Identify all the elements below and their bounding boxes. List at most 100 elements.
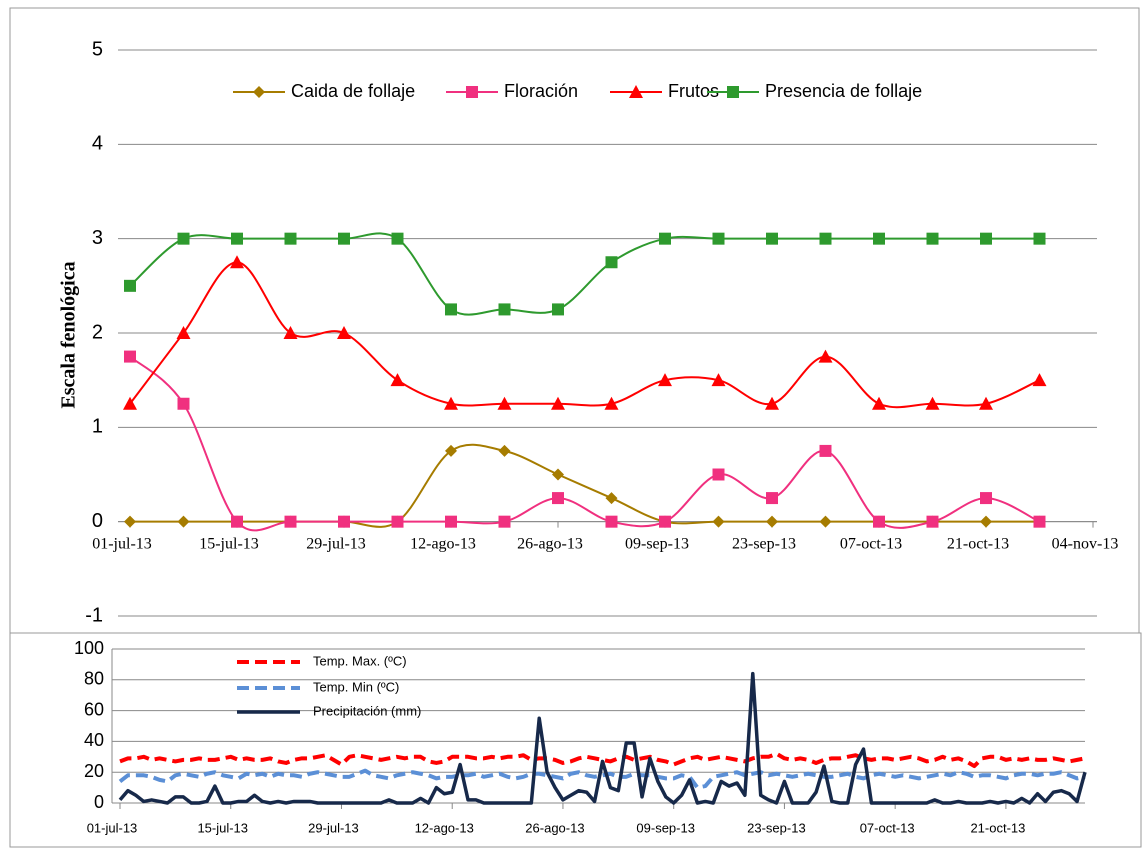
- data-marker: [124, 279, 136, 292]
- x-tick-label: 09-sep-13: [625, 536, 689, 553]
- data-marker: [818, 349, 833, 363]
- series-line: [129, 261, 1040, 409]
- series-line: [118, 768, 1086, 790]
- series-line: [119, 751, 1086, 769]
- data-marker: [124, 350, 136, 363]
- data-marker: [712, 468, 725, 481]
- data-marker: [177, 232, 190, 245]
- legend-marker: [727, 86, 739, 98]
- data-marker: [766, 492, 778, 505]
- data-marker: [766, 515, 778, 528]
- bottom-panel-frame: [9, 632, 1142, 848]
- x-tick-label: 23-sep-13: [747, 820, 806, 835]
- data-marker: [391, 232, 404, 245]
- data-marker: [980, 232, 992, 245]
- data-marker: [873, 232, 885, 245]
- y-tick-label: 80: [84, 669, 104, 689]
- x-tick-label: 01-jul-13: [92, 536, 152, 553]
- y-tick-label: 5: [92, 38, 103, 60]
- x-tick-label: 26-ago-13: [517, 536, 583, 553]
- data-marker: [926, 515, 939, 528]
- legend-label: Temp. Min (ºC): [313, 679, 399, 694]
- y-tick-label: 20: [84, 761, 104, 781]
- data-marker: [605, 515, 618, 528]
- data-marker: [284, 232, 297, 245]
- data-marker: [1033, 232, 1046, 245]
- data-marker: [712, 232, 725, 245]
- y-tick-label: 40: [84, 730, 104, 750]
- data-marker: [445, 303, 457, 316]
- series-line: [118, 671, 1087, 805]
- data-marker: [231, 515, 243, 528]
- legend-label: Frutos: [668, 81, 719, 101]
- data-marker: [445, 515, 457, 528]
- data-marker: [926, 232, 939, 245]
- data-marker: [391, 515, 404, 528]
- data-marker: [552, 303, 564, 316]
- y-tick-label: 0: [92, 510, 103, 532]
- legend-label: Floración: [504, 81, 578, 101]
- data-marker: [284, 515, 297, 528]
- data-marker: [283, 326, 298, 339]
- y-tick-label: 3: [92, 227, 103, 249]
- data-marker: [819, 444, 832, 457]
- x-tick-label: 09-sep-13: [636, 820, 695, 835]
- x-tick-label: 15-jul-13: [199, 536, 259, 553]
- data-marker: [766, 232, 778, 245]
- x-tick-label: 15-jul-13: [197, 820, 248, 835]
- legend-label: Temp. Max. (ºC): [313, 653, 407, 668]
- x-tick-label: 04-nov-13: [1052, 536, 1119, 553]
- legend-label: Precipitación (mm): [313, 703, 421, 718]
- data-marker: [659, 232, 671, 245]
- y-tick-label: 100: [74, 638, 104, 658]
- data-marker: [444, 396, 458, 410]
- data-marker: [819, 232, 832, 245]
- data-marker: [445, 444, 457, 457]
- x-tick-label: 29-jul-13: [308, 820, 359, 835]
- x-tick-label: 21-oct-13: [947, 536, 1009, 553]
- data-marker: [979, 396, 993, 410]
- y-tick-label: 0: [94, 792, 104, 812]
- x-tick-label: 07-oct-13: [860, 820, 915, 835]
- data-marker: [498, 444, 511, 457]
- data-marker: [605, 492, 618, 505]
- data-marker: [873, 515, 885, 528]
- data-marker: [712, 515, 725, 528]
- data-marker: [605, 256, 618, 269]
- data-marker: [1032, 373, 1047, 387]
- y-tick-label: 1: [92, 416, 103, 438]
- data-marker: [231, 232, 243, 245]
- data-marker: [1033, 515, 1046, 528]
- data-marker: [659, 515, 671, 528]
- data-marker: [177, 515, 190, 528]
- data-marker: [552, 468, 564, 481]
- x-tick-label: 01-jul-13: [87, 820, 138, 835]
- x-tick-label: 12-ago-13: [415, 820, 474, 835]
- x-tick-label: 23-sep-13: [732, 536, 796, 553]
- legend-label: Caida de follaje: [291, 81, 415, 101]
- x-tick-label: 12-ago-13: [410, 536, 476, 553]
- data-marker: [338, 515, 350, 528]
- x-tick-label: 26-ago-13: [525, 820, 584, 835]
- data-marker: [498, 515, 511, 528]
- x-tick-label: 07-oct-13: [840, 536, 902, 553]
- data-marker: [390, 373, 405, 387]
- data-marker: [498, 303, 511, 316]
- y-tick-label: -1: [85, 604, 103, 626]
- data-marker: [872, 396, 886, 410]
- data-marker: [980, 515, 992, 528]
- data-marker: [176, 326, 191, 339]
- data-marker: [711, 373, 726, 387]
- data-marker: [604, 396, 619, 410]
- y-tick-label: 4: [92, 133, 103, 155]
- data-marker: [497, 396, 512, 410]
- data-marker: [338, 232, 350, 245]
- series-line: [129, 443, 1040, 528]
- data-marker: [551, 396, 565, 410]
- y-tick-label: 2: [92, 321, 103, 343]
- legend-marker: [466, 86, 478, 98]
- legend-marker: [629, 85, 643, 98]
- data-marker: [123, 396, 137, 410]
- data-marker: [765, 396, 779, 410]
